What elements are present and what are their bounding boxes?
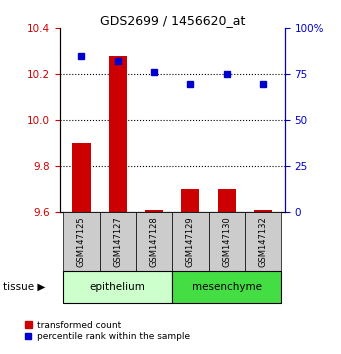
Text: GSM147127: GSM147127 (113, 216, 122, 267)
Text: GSM147132: GSM147132 (258, 216, 267, 267)
Text: epithelium: epithelium (90, 282, 146, 292)
Text: GSM147129: GSM147129 (186, 216, 195, 267)
Text: mesenchyme: mesenchyme (192, 282, 262, 292)
Text: GSM147130: GSM147130 (222, 216, 231, 267)
Bar (172, 271, 281, 303)
Title: GDS2699 / 1456620_at: GDS2699 / 1456620_at (100, 14, 245, 27)
Text: GSM147125: GSM147125 (77, 216, 86, 267)
Bar (72, 143, 90, 212)
Text: GSM147128: GSM147128 (150, 216, 159, 267)
Bar (145, 210, 163, 212)
Bar (63, 271, 172, 303)
Bar (254, 210, 272, 212)
Legend: transformed count, percentile rank within the sample: transformed count, percentile rank withi… (21, 317, 193, 345)
Bar (172, 212, 208, 271)
Bar (245, 212, 281, 271)
Bar (208, 212, 245, 271)
Bar (218, 189, 236, 212)
Bar (181, 189, 199, 212)
Bar (109, 56, 127, 212)
Bar (136, 212, 172, 271)
Bar (63, 212, 100, 271)
Text: tissue ▶: tissue ▶ (3, 282, 46, 292)
Bar (100, 212, 136, 271)
